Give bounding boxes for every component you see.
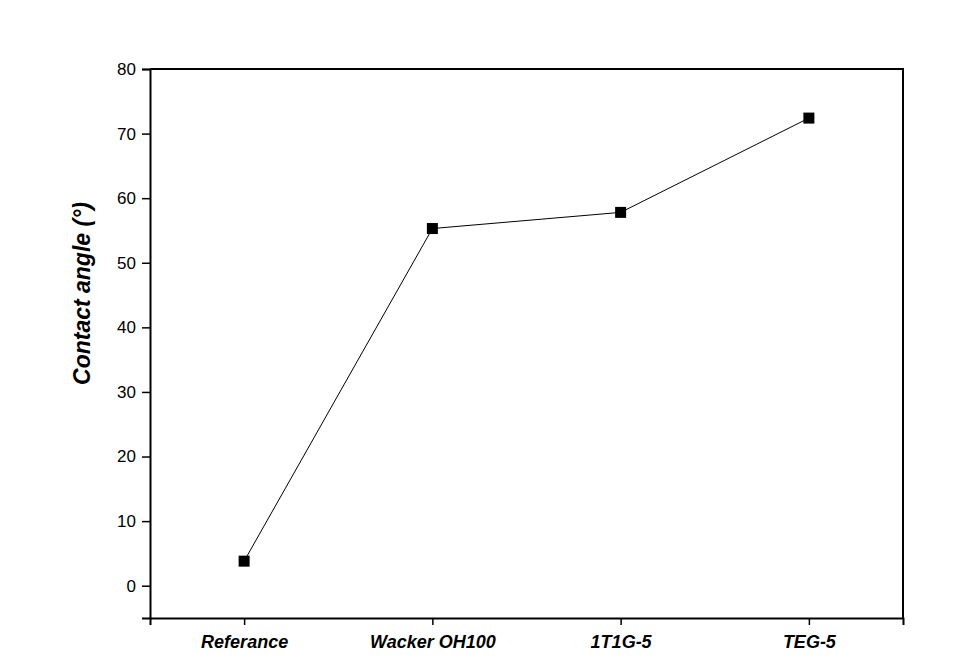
y-tick-mark	[142, 133, 150, 135]
x-tick: Referance	[201, 618, 288, 652]
y-tick: 80	[117, 60, 150, 79]
series-line	[244, 118, 809, 561]
point-marker	[803, 113, 814, 124]
y-axis-title: Contact angle (°)	[69, 202, 95, 385]
y-tick-label: 30	[117, 383, 136, 402]
y-tick: 40	[117, 318, 150, 337]
y-tick-label: 50	[117, 254, 136, 273]
chart: 0 10 20 30 40 50 60 70 80 Referance Wacker OH100 1T…	[0, 0, 977, 671]
y-tick-mark	[142, 198, 150, 200]
y-tick: 60	[117, 189, 150, 208]
x-tick-label: 1T1G-5	[591, 632, 653, 652]
y-tick-mark	[142, 69, 150, 71]
y-tick-label: 10	[117, 512, 136, 531]
y-axis-line	[142, 70, 151, 619]
y-tick-mark	[142, 521, 150, 523]
x-tick-mark	[244, 618, 246, 625]
plot-frame	[150, 69, 903, 618]
x-axis: Referance Wacker OH100 1T1G-5 TEG-5	[151, 618, 904, 652]
y-tick-label: 20	[117, 447, 136, 466]
y-tick: 0	[127, 577, 150, 596]
x-tick: 1T1G-5	[591, 618, 653, 652]
x-tick-mark	[809, 618, 811, 625]
y-tick-label: 70	[117, 125, 136, 144]
x-tick-label: Wacker OH100	[370, 632, 496, 652]
y-tick-label: 0	[127, 577, 136, 596]
x-tick: TEG-5	[783, 618, 837, 652]
x-tick-label: TEG-5	[783, 632, 837, 652]
point-marker	[427, 223, 438, 234]
point-marker	[239, 556, 250, 567]
y-tick: 50	[117, 254, 150, 273]
y-tick-mark	[142, 392, 150, 394]
x-tick-mark	[620, 618, 622, 625]
y-tick-mark	[142, 456, 150, 458]
x-tick-label: Referance	[201, 632, 288, 652]
series	[239, 113, 815, 567]
y-tick-label: 60	[117, 189, 136, 208]
y-tick: 30	[117, 383, 150, 402]
point-marker	[615, 207, 626, 218]
y-tick-label: 80	[117, 60, 136, 79]
y-tick-mark	[142, 327, 150, 329]
y-tick: 10	[117, 512, 150, 531]
y-tick: 70	[117, 125, 150, 144]
y-tick-label: 40	[117, 318, 136, 337]
y-tick-mark	[142, 585, 150, 587]
x-tick-mark	[432, 618, 434, 625]
y-tick-mark	[142, 263, 150, 265]
x-tick: Wacker OH100	[370, 618, 496, 652]
x-axis-line	[151, 619, 904, 626]
plot: 0 10 20 30 40 50 60 70 80 Referance Wacker OH100 1T…	[117, 60, 903, 652]
y-axis: 0 10 20 30 40 50 60 70 80	[117, 60, 150, 619]
y-tick: 20	[117, 447, 150, 466]
